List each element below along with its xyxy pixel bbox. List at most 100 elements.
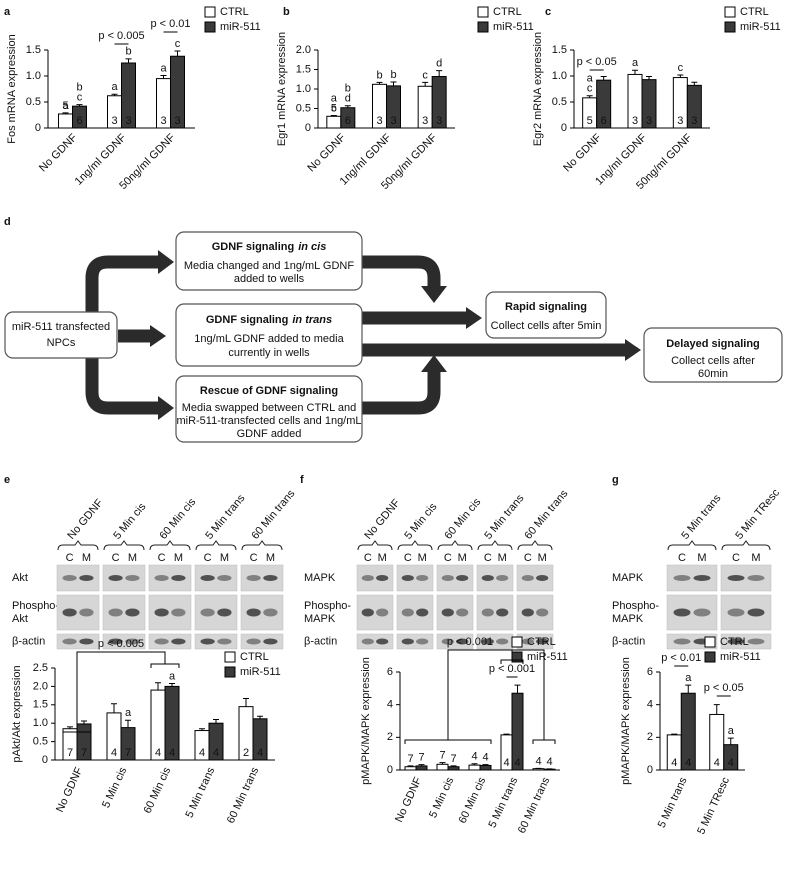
p-value: p < 0.001 [447, 636, 493, 648]
box-title: GDNF signaling in cis [212, 241, 327, 253]
box-text: NPCs [47, 337, 76, 349]
blot-row-label: MAPK [304, 572, 336, 584]
y-tick-label: 0 [647, 764, 653, 776]
x-tick-label: 60 Min trans [225, 765, 262, 825]
legend-label: miR-511 [527, 651, 568, 663]
error-bar [422, 81, 429, 87]
significance-letter: a [331, 92, 338, 104]
y-tick-label: 1.5 [552, 44, 567, 56]
sample-size: 4 [503, 757, 509, 769]
significance-letter: b [345, 83, 351, 95]
sample-size: 5 [62, 100, 68, 112]
legend-label: CTRL [220, 6, 249, 18]
blot-band [693, 575, 711, 581]
blot-band [481, 638, 494, 645]
sample-size: 4 [169, 747, 175, 759]
significance-letter: a [62, 100, 69, 112]
blot-group-label: No GDNF [65, 497, 105, 542]
sample-size: 4 [685, 757, 691, 769]
sample-size: 7 [418, 752, 424, 764]
sample-size: 3 [125, 115, 131, 127]
blot-band [376, 575, 389, 581]
y-tick-label: 2 [387, 731, 393, 743]
y-tick-label: 4 [647, 699, 653, 711]
error-bar [691, 81, 698, 86]
blot-band [727, 608, 745, 617]
x-tick-label: 60 Min cis [142, 765, 174, 815]
error-bar [600, 76, 607, 81]
significance-letter: c [678, 62, 684, 74]
box-text: miR-511-transfected cells and 1ng/mL [176, 415, 361, 427]
blot-image [102, 633, 146, 650]
x-tick-label: 5 Min trans [486, 775, 520, 830]
sample-size: 3 [677, 115, 683, 127]
brace [195, 540, 237, 551]
y-tick-label: 0.5 [552, 96, 567, 108]
sample-size: 7 [407, 753, 413, 765]
blot-row-label: Phospho- [612, 600, 659, 612]
brace [667, 540, 717, 551]
sample-size: 6 [601, 115, 607, 127]
panel-label: e [4, 474, 10, 486]
bar [447, 766, 460, 771]
sample-size: 6 [345, 115, 351, 127]
blot-image [436, 633, 474, 650]
blot-band [727, 638, 745, 645]
blot-band [441, 608, 454, 617]
lane-label: C [732, 552, 740, 564]
x-tick-label: No GDNF [54, 765, 85, 814]
y-tick-label: 1.0 [296, 83, 311, 95]
sample-size: 6 [76, 115, 82, 127]
legend-label: miR-511 [220, 21, 261, 33]
p-value: p < 0.005 [98, 30, 144, 42]
blot-band [154, 608, 169, 617]
box-text: currently in wells [228, 347, 310, 359]
arrow [85, 356, 158, 415]
legend-label: CTRL [240, 651, 269, 663]
bar [58, 113, 73, 129]
blot-band [401, 638, 414, 645]
blot-band [217, 575, 232, 581]
blot-group-label: 60 Min cis [442, 496, 483, 542]
sample-size: 4 [671, 757, 677, 769]
panel-label: b [283, 6, 290, 18]
blot-row-label: β-actin [304, 635, 337, 647]
error-bar [169, 682, 175, 687]
lane-label: C [484, 552, 492, 564]
blot-band [217, 638, 232, 645]
blot-band [496, 638, 509, 645]
blot-band [456, 575, 469, 581]
y-tick-label: 6 [387, 666, 393, 678]
blot-band [171, 638, 186, 645]
y-tick-label: 0 [561, 122, 567, 134]
brace [103, 540, 145, 551]
blot-band [521, 638, 534, 645]
lane-label: C [364, 552, 372, 564]
blot-band [200, 638, 215, 645]
arrow-head [466, 307, 482, 329]
error-bar [330, 115, 337, 117]
error-bar [213, 719, 219, 724]
arrow-head [158, 250, 174, 274]
blot-row-label: β-actin [12, 635, 45, 647]
blot-band [246, 575, 261, 581]
lane-label: M [538, 552, 547, 564]
x-tick-label: 5 Min trans [183, 765, 217, 820]
blot-row-label: Phospho- [12, 600, 59, 612]
blot-band [263, 608, 278, 617]
box-text: Collect cells after 5min [491, 320, 602, 332]
sample-size: 4 [728, 757, 734, 769]
y-tick-label: 1.0 [26, 70, 41, 82]
blot-band [456, 608, 469, 617]
x-tick-label: No GDNF [305, 131, 348, 174]
arrow [362, 372, 441, 415]
blot-band [673, 575, 691, 581]
blot-band [521, 608, 534, 617]
lane-label: M [82, 552, 91, 564]
legend-swatch [704, 651, 716, 663]
blot-group-label: 5 Min trans [482, 492, 526, 542]
y-tick-label: 6 [647, 666, 653, 678]
error-bar [685, 684, 692, 694]
sample-size: 5 [331, 102, 337, 114]
arrow-head [421, 286, 447, 303]
